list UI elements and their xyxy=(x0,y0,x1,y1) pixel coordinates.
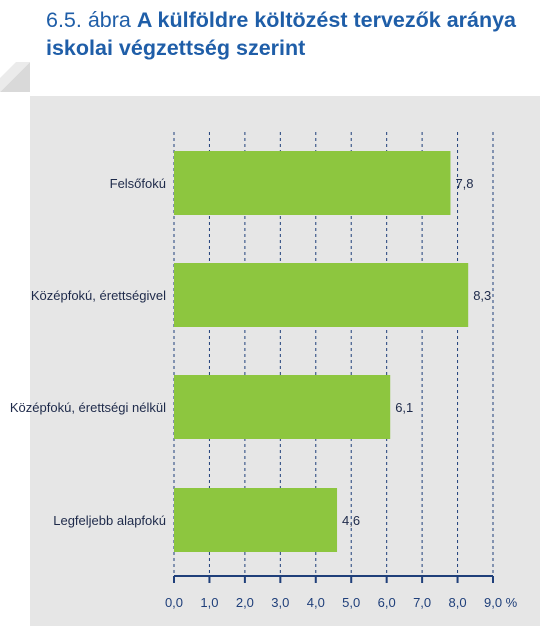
x-tick-label: 9,0 % xyxy=(484,595,518,610)
x-tick-label: 0,0 xyxy=(165,595,183,610)
figure-title-text: A külföldre költözést tervezők aránya is… xyxy=(46,8,517,60)
x-tick-label: 3,0 xyxy=(271,595,289,610)
bar xyxy=(174,375,391,439)
x-tick-label: 5,0 xyxy=(342,595,360,610)
x-tick-label: 7,0 xyxy=(413,595,431,610)
corner-decoration xyxy=(0,62,30,92)
figure-number: 6.5. ábra xyxy=(46,8,131,32)
value-label: 4,6 xyxy=(342,513,360,528)
category-label: Középfokú, érettségivel xyxy=(31,288,166,303)
bar xyxy=(174,488,338,552)
category-label: Legfeljebb alapfokú xyxy=(53,513,166,528)
bar xyxy=(174,263,469,327)
category-label: Felsőfokú xyxy=(110,176,166,191)
bar xyxy=(174,151,451,215)
value-label: 6,1 xyxy=(395,400,413,415)
x-tick-label: 6,0 xyxy=(378,595,396,610)
x-tick-label: 2,0 xyxy=(236,595,254,610)
figure-header: 6.5. ábra A külföldre költözést tervezők… xyxy=(0,0,540,92)
value-label: 8,3 xyxy=(473,288,491,303)
figure-title: 6.5. ábra A külföldre költözést tervezők… xyxy=(46,6,526,62)
x-tick-label: 1,0 xyxy=(200,595,218,610)
category-label: Középfokú, érettségi nélkül xyxy=(10,400,166,415)
x-tick-label: 4,0 xyxy=(307,595,325,610)
value-label: 7,8 xyxy=(455,176,473,191)
x-tick-label: 8,0 xyxy=(449,595,467,610)
